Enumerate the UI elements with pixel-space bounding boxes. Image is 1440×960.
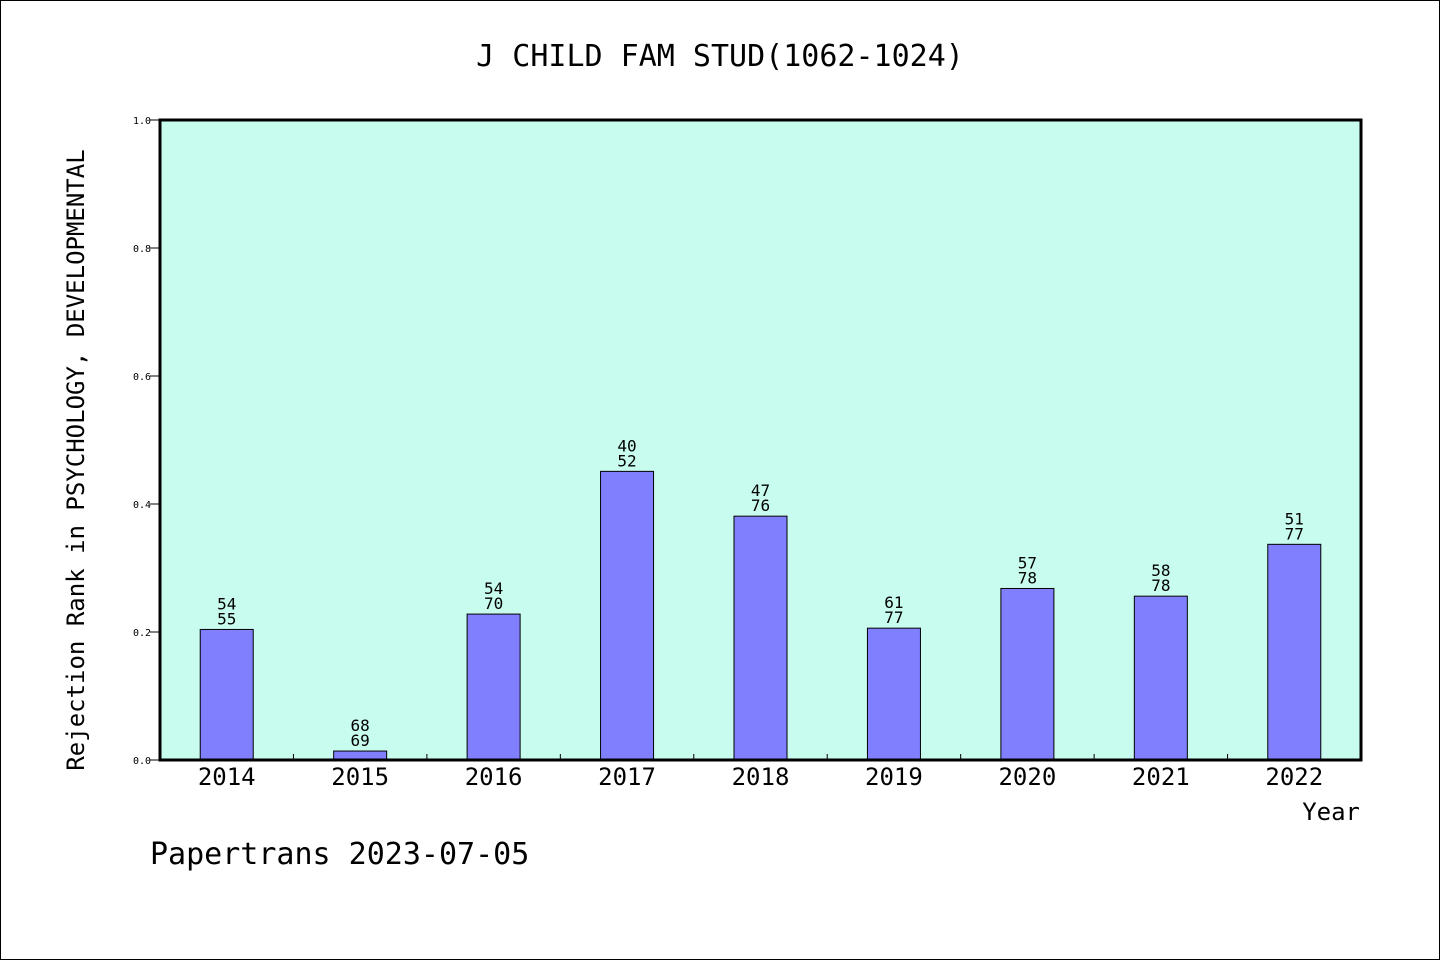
x-tick-label-2020: 2020 [998,763,1056,791]
x-axis-label: Year [1302,798,1360,826]
data-label-top-2019: 61 [884,593,903,612]
footer-text: Papertrans 2023-07-05 [150,837,529,872]
x-tick-label-2019: 2019 [865,763,923,791]
data-label-top-2021: 58 [1151,561,1170,580]
data-label-top-2015: 68 [351,716,370,735]
data-label-bottom-2020: 78 [1018,568,1037,587]
data-label-bottom-2014: 55 [217,609,236,628]
y-tick-label: 0.8 [133,244,151,255]
data-label-bottom-2019: 77 [884,608,903,627]
data-label-bottom-2018: 76 [751,496,770,515]
data-label-top-2016: 54 [484,579,503,598]
data-label-bottom-2021: 78 [1151,576,1170,595]
plot-border [158,118,1363,762]
bar-2021 [1133,595,1188,761]
bar-2017 [600,470,655,761]
x-tick-label-2015: 2015 [331,763,389,791]
data-label-bottom-2016: 70 [484,594,503,613]
x-tick-label-2018: 2018 [732,763,790,791]
data-label-bottom-2022: 77 [1285,524,1304,543]
y-tick-label: 0.4 [133,500,151,511]
x-tick-label-2016: 2016 [465,763,523,791]
x-tick-label-2022: 2022 [1265,763,1323,791]
bar-2019 [866,627,921,761]
x-tick-label-2014: 2014 [198,763,256,791]
bar-2018 [733,515,788,761]
y-tick-label: 0.2 [133,628,151,639]
bar-2022 [1267,543,1322,761]
data-label-top-2014: 54 [217,594,236,613]
bar-2014 [199,628,254,761]
x-tick-label-2021: 2021 [1132,763,1190,791]
data-label-top-2020: 57 [1018,553,1037,572]
axis-ticks: 2014 2015 2016 2017 2018 2019 2020 2021 2022 0.0 0… [133,116,1323,791]
y-tick-label: 1.0 [133,116,151,127]
data-label-top-2018: 47 [751,481,770,500]
x-tick-label-2017: 2017 [598,763,656,791]
data-label-bottom-2015: 69 [351,731,370,750]
y-axis-label: Rejection Rank in PSYCHOLOGY, DEVELOPMEN… [62,149,90,770]
data-label-bottom-2017: 52 [617,451,636,470]
chart-title: J CHILD FAM STUD(1062-1024) [476,39,964,74]
y-tick-label: 0.6 [133,372,151,383]
bar-2016 [466,613,521,761]
data-label-top-2017: 40 [617,436,636,455]
bar-2020 [1000,587,1055,761]
data-label-top-2022: 51 [1285,509,1304,528]
y-tick-label: 0.0 [133,756,151,767]
